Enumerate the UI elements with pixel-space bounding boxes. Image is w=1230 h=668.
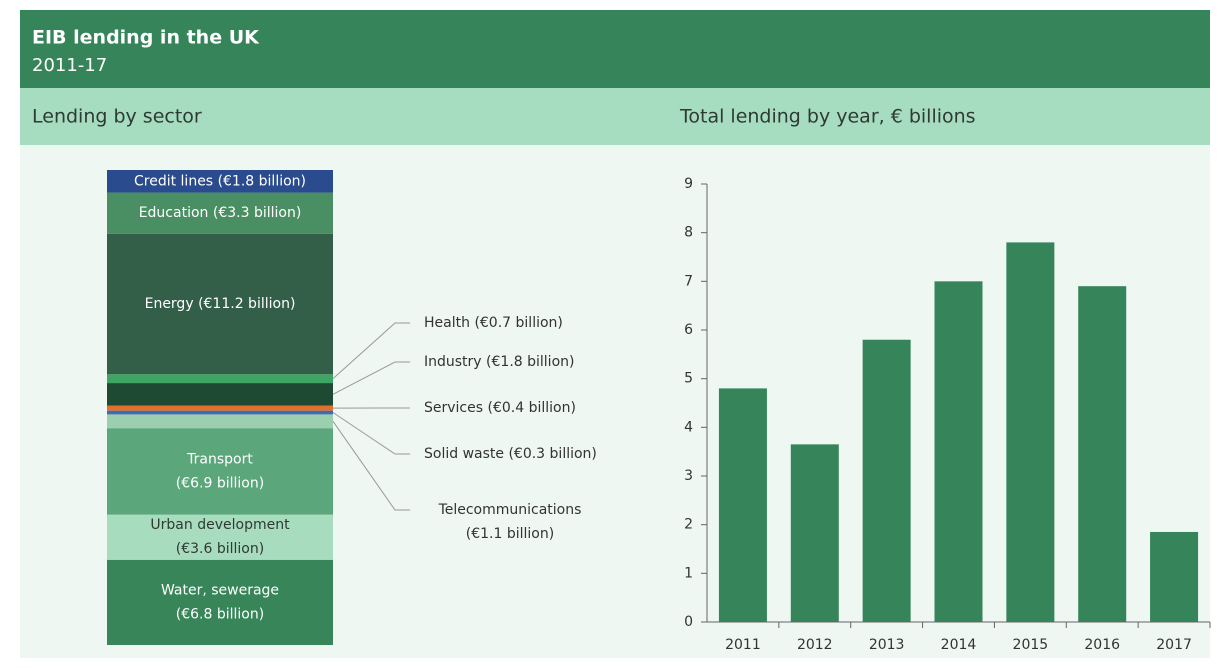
segment: [107, 192, 333, 234]
segment: [107, 374, 333, 384]
segment-label: Education (€3.3 billion): [139, 205, 302, 221]
segment-label: Transport: [186, 451, 253, 467]
segment-value: (€11.2 billion): [198, 296, 295, 312]
segment-name: Credit lines: [134, 173, 213, 189]
segment: [107, 428, 333, 515]
segment: [107, 405, 333, 411]
segment-name: Industry: [424, 354, 482, 370]
y-tick-label: 9: [684, 176, 693, 192]
x-tick-label: 2014: [941, 637, 977, 653]
y-tick-label: 5: [684, 371, 693, 387]
segment-name: Energy: [145, 296, 194, 312]
segment-label: Urban development: [150, 517, 290, 533]
segment-label: Energy (€11.2 billion): [145, 296, 296, 312]
x-tick-label: 2015: [1013, 637, 1049, 653]
segment: [107, 559, 333, 645]
y-tick-label: 1: [684, 565, 693, 581]
segment-value: (€6.9 billion): [176, 475, 264, 491]
y-tick-label: 8: [684, 225, 693, 241]
bar: [862, 339, 911, 622]
header-band: [20, 10, 1210, 88]
panel-title: Total lending by year, € billions: [679, 106, 976, 128]
segment-value: (€1.8 billion): [218, 173, 306, 189]
segment-name: Services: [424, 400, 483, 416]
y-tick-label: 4: [684, 419, 693, 435]
segment: [107, 514, 333, 560]
segment: [107, 170, 333, 193]
leader-line: [332, 420, 410, 511]
segment: [107, 383, 333, 406]
y-tick-label: 3: [684, 468, 693, 484]
segment-label: Credit lines (€1.8 billion): [134, 173, 306, 189]
segment-value: (€1.8 billion): [486, 354, 574, 370]
y-tick-label: 6: [684, 322, 693, 338]
segment-value: (€0.3 billion): [508, 446, 596, 462]
segment-name: Education: [139, 205, 209, 221]
segment-label: Telecommunications: [438, 502, 582, 518]
bar: [1150, 531, 1199, 622]
segment-label: Health (€0.7 billion): [424, 315, 563, 331]
x-tick-label: 2017: [1156, 637, 1192, 653]
leader-line: [332, 322, 410, 380]
segment-label: Water, sewerage: [161, 582, 279, 598]
segment-value: (€0.4 billion): [488, 400, 576, 416]
segment-label: Industry (€1.8 billion): [424, 354, 574, 370]
segment-label: Solid waste (€0.3 billion): [424, 446, 597, 462]
segment-name: Solid waste: [424, 446, 504, 462]
segment: [107, 414, 333, 429]
segment-label: Services (€0.4 billion): [424, 400, 576, 416]
panel-title: Lending by sector: [32, 106, 202, 128]
segment-name: Health: [424, 315, 470, 331]
bar: [1078, 286, 1127, 622]
bar: [1006, 242, 1055, 622]
segment-value: (€6.8 billion): [176, 606, 264, 622]
bar: [934, 281, 983, 622]
leader-line: [332, 412, 410, 455]
x-tick-label: 2012: [797, 637, 833, 653]
x-tick-label: 2013: [869, 637, 905, 653]
leader-line: [332, 361, 410, 395]
x-tick-label: 2011: [725, 637, 761, 653]
title: EIB lending in the UK: [32, 27, 260, 49]
segment: [107, 410, 333, 415]
subtitle: 2011-17: [32, 55, 107, 76]
y-tick-label: 7: [684, 273, 693, 289]
bar: [790, 444, 839, 622]
segment-value: (€3.3 billion): [213, 205, 301, 221]
segment: [107, 233, 333, 375]
segment-value: (€3.6 billion): [176, 541, 264, 557]
y-tick-label: 0: [684, 614, 693, 630]
segment-value: (€1.1 billion): [466, 526, 554, 542]
bar: [718, 388, 767, 622]
y-tick-label: 2: [684, 517, 693, 533]
segment-value: (€0.7 billion): [474, 315, 562, 331]
x-tick-label: 2016: [1084, 637, 1120, 653]
subheader-band: [20, 88, 1210, 145]
